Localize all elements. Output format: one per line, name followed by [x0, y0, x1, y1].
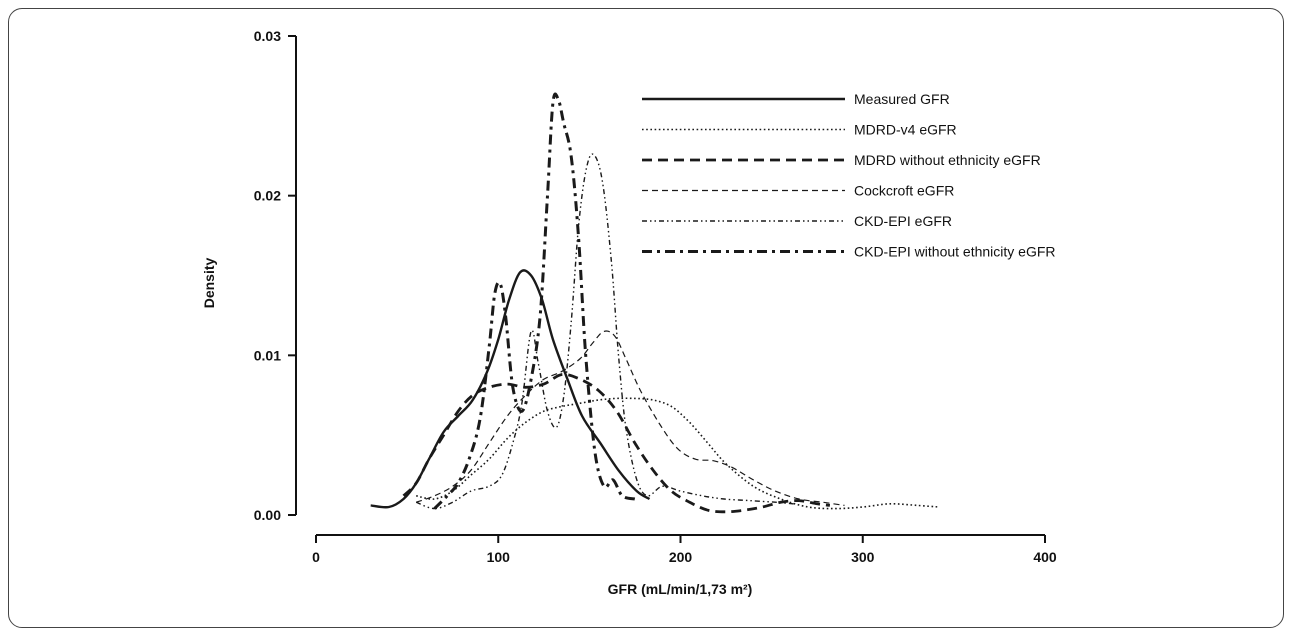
y-tick-label: 0.02 — [254, 188, 281, 204]
series-lines — [370, 92, 940, 514]
series-line-mdrd-without-ethnicity-egfr — [402, 372, 831, 514]
legend-label-ckd-epi-without-ethnicity-egfr: CKD-EPI without ethnicity eGFR — [854, 244, 1056, 260]
series-line-measured-gfr — [370, 269, 651, 509]
legend-label-mdrd-without-ethnicity-egfr: MDRD without ethnicity eGFR — [854, 152, 1041, 168]
series-line-cockcroft-egfr — [416, 330, 845, 506]
x-axis-title: GFR (mL/min/1,73 m²) — [608, 581, 753, 597]
x-tick-label: 300 — [851, 549, 875, 565]
y-tick-label: 0.03 — [254, 28, 281, 44]
x-tick-label: 400 — [1033, 549, 1057, 565]
legend-label-mdrd-v4-egfr: MDRD-v4 eGFR — [854, 122, 957, 138]
legend-label-cockcroft-egfr: Cockcroft eGFR — [854, 183, 954, 199]
y-axis-title: Density — [201, 258, 217, 309]
series-line-ckd-epi-without-ethnicity-egfr — [433, 92, 636, 510]
y-tick-label: 0.00 — [254, 507, 281, 523]
series-line-mdrd-v4-egfr — [416, 397, 940, 510]
density-chart: 0.00 0.01 0.02 0.03 0 100 200 300 400 Density G… — [201, 28, 1057, 597]
series-line-ckd-epi-egfr — [415, 153, 794, 510]
legend: Measured GFR MDRD-v4 eGFR MDRD without eth… — [642, 91, 1056, 260]
x-tick-label: 100 — [487, 549, 511, 565]
x-tick-label: 0 — [312, 549, 320, 565]
legend-label-measured-gfr: Measured GFR — [854, 91, 950, 107]
y-tick-label: 0.01 — [254, 347, 281, 363]
x-tick-label: 200 — [669, 549, 693, 565]
chart-axes: 0.00 0.01 0.02 0.03 0 100 200 300 400 — [254, 28, 1057, 565]
x-ticks: 0 100 200 300 400 — [312, 535, 1057, 565]
legend-label-ckd-epi-egfr: CKD-EPI eGFR — [854, 213, 952, 229]
y-ticks: 0.00 0.01 0.02 0.03 — [254, 28, 296, 523]
